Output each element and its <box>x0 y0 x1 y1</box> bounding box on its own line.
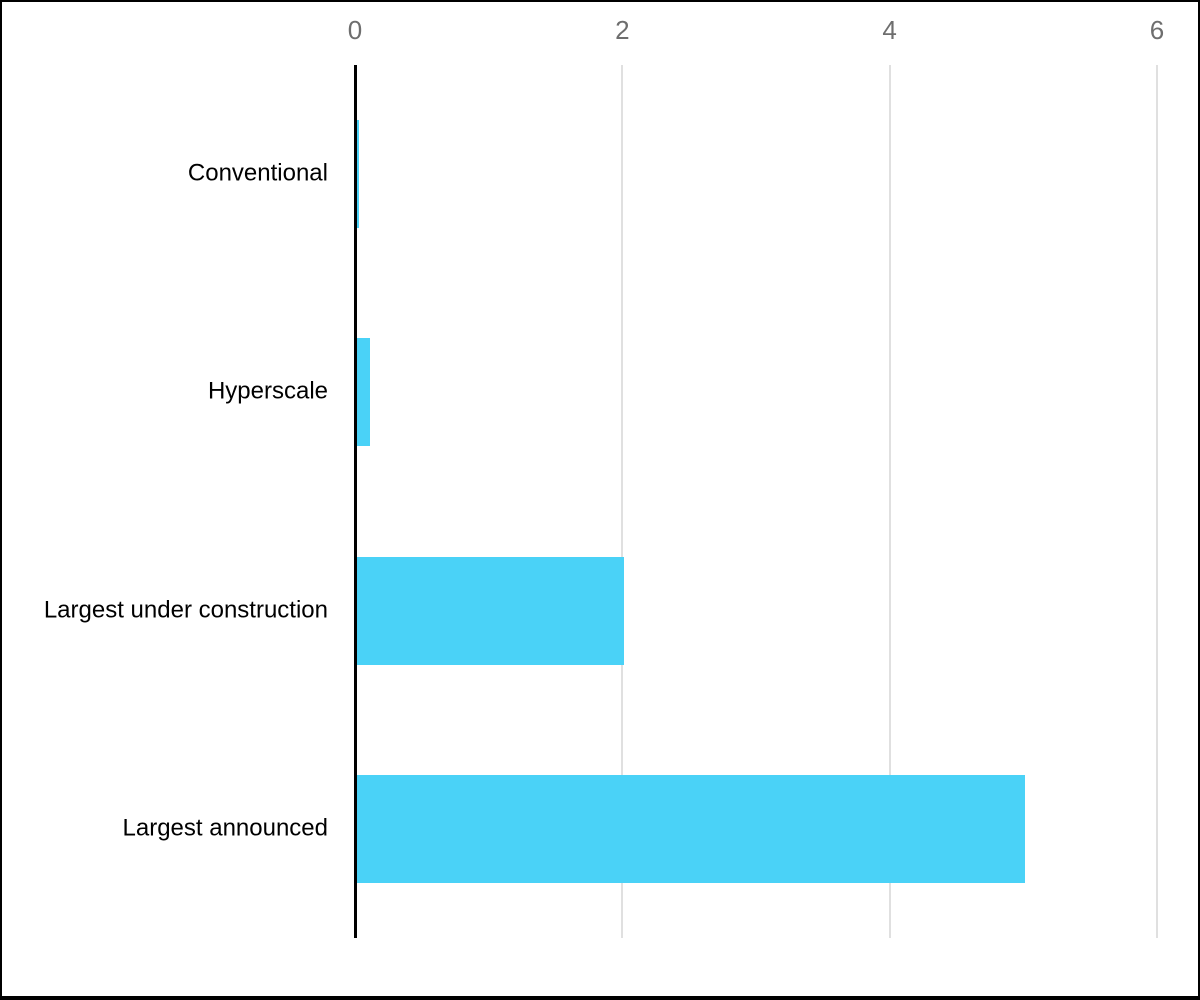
category-label-largest-under-construction: Largest under construction <box>43 596 328 624</box>
zero-axis-line <box>353 65 357 938</box>
bar-hyperscale <box>356 338 370 447</box>
category-label-hyperscale: Hyperscale <box>207 377 328 405</box>
gridline-x-6 <box>1156 65 1158 938</box>
gridline-x-2 <box>621 65 624 938</box>
bar-largest-under-construction <box>356 556 624 665</box>
bar-largest-announced <box>356 774 1025 883</box>
x-tick-label-2: 2 <box>615 15 630 45</box>
category-label-largest-announced: Largest announced <box>122 814 329 842</box>
bar-conventional <box>356 120 360 229</box>
category-label-conventional: Conventional <box>187 159 328 187</box>
gridline-x-4 <box>888 65 891 938</box>
x-tick-label-4: 4 <box>882 15 897 45</box>
x-tick-label-0: 0 <box>347 15 363 45</box>
x-tick-label-6: 6 <box>1149 15 1165 45</box>
